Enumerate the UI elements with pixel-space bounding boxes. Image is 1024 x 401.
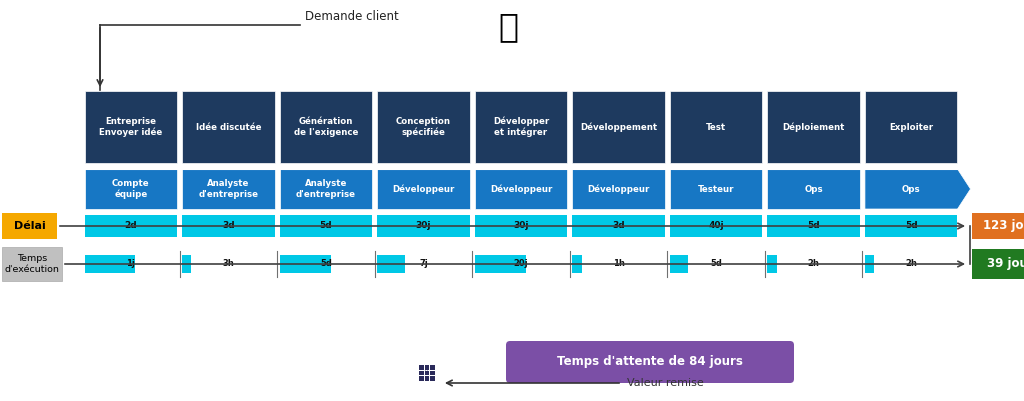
FancyBboxPatch shape [865,255,874,273]
Text: Développement: Développement [580,122,657,132]
Text: 2h: 2h [808,259,819,269]
FancyBboxPatch shape [377,169,470,209]
FancyBboxPatch shape [572,215,665,237]
Text: 1j: 1j [126,259,135,269]
FancyBboxPatch shape [572,255,582,273]
FancyBboxPatch shape [475,91,567,163]
FancyBboxPatch shape [425,376,429,381]
FancyBboxPatch shape [865,215,957,237]
Text: ⬛: ⬛ [424,368,428,374]
FancyBboxPatch shape [85,91,177,163]
Polygon shape [865,169,971,209]
FancyBboxPatch shape [280,169,372,209]
Text: Ops: Ops [805,184,823,194]
FancyBboxPatch shape [430,376,435,381]
Text: Conception
spécifiée: Conception spécifiée [396,117,451,137]
FancyBboxPatch shape [475,255,525,273]
FancyBboxPatch shape [767,169,860,209]
FancyBboxPatch shape [2,247,62,281]
Text: Ops: Ops [902,184,921,194]
FancyBboxPatch shape [572,91,665,163]
Text: Analyste
d'entreprise: Analyste d'entreprise [199,179,258,199]
Text: Demande client: Demande client [305,10,398,24]
FancyBboxPatch shape [506,341,794,383]
FancyBboxPatch shape [670,169,763,209]
FancyBboxPatch shape [572,169,665,209]
FancyBboxPatch shape [377,255,404,273]
FancyBboxPatch shape [419,365,424,370]
Text: Génération
de l'exigence: Génération de l'exigence [294,117,358,137]
FancyBboxPatch shape [767,91,860,163]
Text: 2d: 2d [125,221,137,231]
FancyBboxPatch shape [430,371,435,375]
Text: 5d: 5d [319,259,332,269]
Text: Temps d'attente de 84 jours: Temps d'attente de 84 jours [557,356,743,369]
FancyBboxPatch shape [670,255,688,273]
FancyBboxPatch shape [430,365,435,370]
FancyBboxPatch shape [767,255,776,273]
FancyBboxPatch shape [475,169,567,209]
Text: 20j: 20j [514,259,528,269]
Text: Temps
d'exécution: Temps d'exécution [4,254,59,274]
Text: Idée discutée: Idée discutée [196,122,261,132]
Text: 30j: 30j [416,221,431,231]
Text: Délai: Délai [13,221,45,231]
FancyBboxPatch shape [475,215,567,237]
Text: Test: Test [707,122,726,132]
Text: Développeur: Développeur [588,184,650,194]
FancyBboxPatch shape [377,91,470,163]
Text: 7j: 7j [419,259,428,269]
Text: 5d: 5d [711,259,722,269]
Text: 3d: 3d [612,221,625,231]
FancyBboxPatch shape [182,215,274,237]
Text: Développer
et intégrer: Développer et intégrer [493,117,549,137]
FancyBboxPatch shape [280,91,372,163]
Text: 40j: 40j [709,221,724,231]
FancyBboxPatch shape [425,365,429,370]
Text: Exploiter: Exploiter [889,122,933,132]
Text: 5d: 5d [319,221,332,231]
Text: 5d: 5d [905,221,918,231]
FancyBboxPatch shape [182,91,274,163]
FancyBboxPatch shape [767,215,860,237]
Text: Testeur: Testeur [698,184,734,194]
Text: Développeur: Développeur [392,184,455,194]
Text: Développeur: Développeur [489,184,552,194]
Text: 1h: 1h [612,259,625,269]
Text: 5d: 5d [807,221,820,231]
Text: 3d: 3d [222,221,234,231]
FancyBboxPatch shape [280,255,331,273]
FancyBboxPatch shape [182,255,191,273]
FancyBboxPatch shape [2,213,57,239]
FancyBboxPatch shape [85,169,177,209]
FancyBboxPatch shape [670,91,763,163]
FancyBboxPatch shape [85,215,177,237]
FancyBboxPatch shape [182,169,274,209]
Text: Valeur remise: Valeur remise [627,378,703,388]
FancyBboxPatch shape [377,215,470,237]
FancyBboxPatch shape [280,215,372,237]
FancyBboxPatch shape [972,213,1024,239]
Text: Compte
équipe: Compte équipe [112,179,150,199]
Text: 30j: 30j [513,221,528,231]
Text: 123 jours: 123 jours [983,219,1024,233]
Text: Déploiement: Déploiement [782,122,845,132]
Text: 3h: 3h [222,259,234,269]
FancyBboxPatch shape [972,249,1024,279]
Text: 👥: 👥 [498,10,518,43]
Text: 2h: 2h [905,259,918,269]
Text: Entreprise
Envoyer idée: Entreprise Envoyer idée [99,117,163,137]
FancyBboxPatch shape [419,371,424,375]
Text: 39 jours: 39 jours [987,257,1024,271]
FancyBboxPatch shape [865,91,957,163]
FancyBboxPatch shape [425,371,429,375]
FancyBboxPatch shape [670,215,763,237]
FancyBboxPatch shape [419,376,424,381]
FancyBboxPatch shape [85,255,135,273]
Text: Analyste
d'entreprise: Analyste d'entreprise [296,179,356,199]
